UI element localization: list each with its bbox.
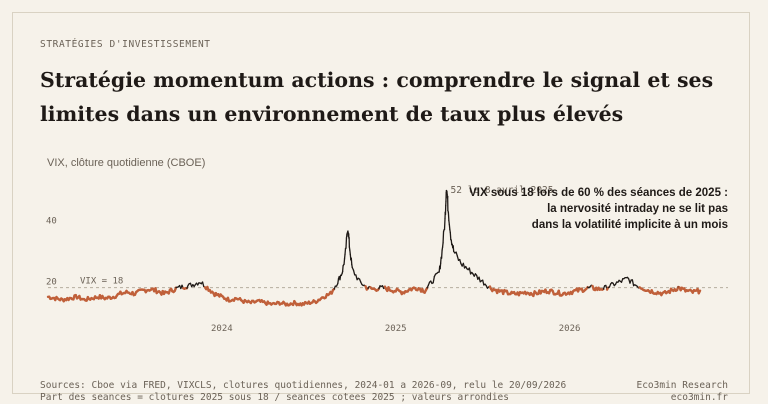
footer-sources-line: Sources: Cboe via FRED, VIXCLS, clotures… <box>40 380 566 392</box>
series-segment-above-18 <box>632 280 633 286</box>
y-tick-label: 20 <box>46 278 57 288</box>
series-segment-above-18 <box>433 277 434 283</box>
publisher-name: Eco3min Research <box>636 380 728 392</box>
annotation-line-2: la nervosité intraday ne se lit pas <box>469 201 728 217</box>
footer-method-line: Part des seances = clotures 2025 sous 18… <box>40 392 566 404</box>
reference-line-label: VIX = 18 <box>80 277 123 287</box>
x-tick-label: 2025 <box>385 324 407 334</box>
sources-footer: Sources: Cboe via FRED, VIXCLS, clotures… <box>40 380 566 404</box>
series-segment-above-18 <box>338 279 339 284</box>
chart-annotation: VIX sous 18 lors de 60 % des séances de … <box>469 185 728 233</box>
publisher-footer: Eco3min Research eco3min.fr <box>636 380 728 404</box>
series-segment-above-18 <box>203 282 204 286</box>
y-tick-label: 40 <box>46 217 57 227</box>
publisher-site: eco3min.fr <box>636 392 728 404</box>
series-segment-above-18 <box>340 275 341 280</box>
series-segment-above-18 <box>457 256 458 260</box>
series-segment-above-18 <box>353 270 354 275</box>
series-segment-above-18 <box>469 268 470 274</box>
series-segment-above-18 <box>483 280 484 285</box>
annotation-line-1: VIX sous 18 lors de 60 % des séances de … <box>469 185 728 201</box>
series-segment-below-18 <box>699 291 700 294</box>
x-tick-label: 2024 <box>211 324 233 334</box>
annotation-line-3: dans la volatilité implicite à un mois <box>469 217 728 233</box>
x-tick-label: 2026 <box>559 324 581 334</box>
